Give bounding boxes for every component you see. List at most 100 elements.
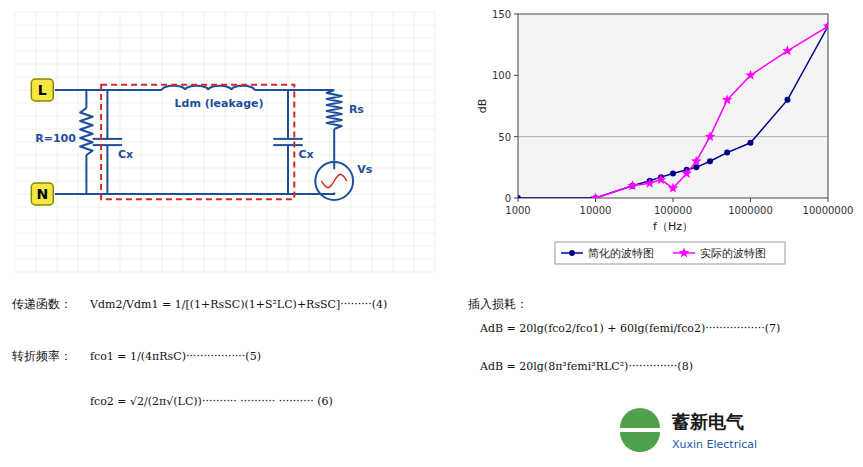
- legend-marker: [679, 248, 689, 258]
- circuit-label: Vs: [357, 163, 373, 176]
- legend: 简化的波特图 实际的波特图: [555, 242, 785, 264]
- x-tick-label: 100000: [654, 205, 692, 216]
- inductor-coil: [185, 86, 208, 90]
- y-tick: [514, 136, 518, 137]
- figure: LNR=100Ldm (leakage)RsCxCxVs100010000100…: [0, 0, 863, 467]
- x-tick: [518, 198, 519, 202]
- series-marker: [644, 178, 655, 188]
- circuit-wire: [333, 155, 335, 169]
- series-marker: [518, 195, 521, 198]
- legend-box: [555, 242, 785, 264]
- formulas: 传递函数： Vdm2/Vdm1 = 1/[(1+RsSC)(1+S²LC)+RsS…: [12, 297, 780, 452]
- circuit-wire: [333, 193, 335, 194]
- circuit-wire: [327, 90, 342, 129]
- formula-text: Vdm2/Vdm1 = 1/[(1+RsSC)(1+S²LC)+RsSC]···…: [89, 298, 387, 311]
- x-tick-label: 10000: [580, 205, 612, 216]
- series-marker: [784, 97, 790, 103]
- y-tick-label: 100: [492, 70, 511, 81]
- legend-marker: [569, 250, 575, 256]
- y-tick: [514, 14, 518, 15]
- y-axis-label: dB: [476, 99, 489, 114]
- series-marker: [681, 168, 692, 178]
- reference-line: [518, 136, 828, 137]
- series-marker: [670, 170, 676, 176]
- series-marker: [724, 150, 730, 156]
- terminal-label: L: [38, 82, 47, 98]
- series-marker: [745, 70, 755, 80]
- circuit: L N R=100 Ldm (leakage) Rs Cx Cx Vs: [15, 12, 435, 272]
- x-tick-label: 1000000: [728, 205, 773, 216]
- y-tick-label: 50: [498, 132, 511, 143]
- y-tick: [514, 75, 518, 76]
- series-marker: [705, 131, 716, 141]
- logo-leaf: [620, 408, 660, 428]
- series-marker: [707, 158, 713, 164]
- circuit-wire: [80, 108, 93, 155]
- circuit-label: Cx: [118, 148, 133, 161]
- series-marker: [722, 94, 733, 104]
- inductor-coil: [208, 86, 231, 90]
- series-marker: [823, 21, 828, 31]
- formula-text: fco1 = 1/(4πRsC)·················(5): [90, 350, 261, 363]
- inductor-coil: [231, 86, 254, 90]
- series-marker: [590, 193, 600, 199]
- circuit-label: Rs: [349, 103, 364, 116]
- plot: 1000 10000 100000 1000000 10000000 0 50 100 150 f…: [476, 9, 853, 264]
- x-tick: [750, 198, 751, 202]
- circuit-grid: [15, 25, 435, 26]
- series-marker: [627, 180, 638, 190]
- terminal-box: [31, 183, 53, 205]
- circuit-grid: [414, 12, 415, 272]
- formula-text: 插入损耗：: [468, 297, 528, 311]
- formula-text: AdB = 20lg(fco2/fco1) + 60lg(femi/fco2)·…: [479, 322, 780, 335]
- formula-text: fco2 = √2/(2π√(LC))·········· ··········…: [90, 395, 333, 408]
- circuit-grid: [15, 38, 435, 39]
- circuit-wire: [333, 129, 335, 155]
- circuit-wire: [287, 145, 289, 194]
- series-marker: [691, 156, 702, 166]
- logo-leaf: [620, 432, 660, 452]
- circuit-grid: [15, 51, 435, 52]
- circuit-wire: [93, 138, 122, 140]
- series-marker: [693, 164, 699, 170]
- series-marker: [782, 45, 793, 55]
- circuit-wire: [287, 90, 289, 139]
- series-marker: [668, 183, 678, 193]
- terminal-box: [31, 79, 53, 101]
- x-tick-label: 1000: [505, 205, 530, 216]
- terminal-label: N: [36, 186, 48, 202]
- filter-box: [101, 85, 294, 199]
- formula-text: 传递函数：: [12, 297, 72, 311]
- circuit-wire: [85, 90, 87, 108]
- circuit-wire: [273, 138, 302, 140]
- circuit-wire: [106, 145, 108, 194]
- x-tick: [673, 198, 674, 202]
- series-marker: [656, 174, 666, 184]
- x-tick-label: 10000000: [803, 205, 854, 216]
- legend-label: 简化的波特图: [588, 247, 654, 260]
- y-tick-label: 150: [492, 9, 511, 20]
- plot-area: [518, 14, 828, 198]
- circuit-label: R=100: [35, 132, 76, 145]
- formula-text: 蓄新电气: [671, 411, 744, 432]
- formula-text: 转折频率：: [12, 349, 72, 363]
- circuit-label: Cx: [299, 148, 314, 161]
- y-tick-label: 0: [505, 193, 511, 204]
- circuit-wire: [254, 89, 334, 91]
- circuit-grid: [15, 12, 435, 13]
- x-tick: [828, 198, 829, 202]
- circuit-wire: [322, 175, 347, 188]
- inductor-coil: [162, 86, 185, 90]
- formula-text: AdB = 20lg(8π³femi³RLC²)··············(8…: [479, 360, 693, 373]
- circuit-grid: [393, 12, 394, 272]
- circuit-wire: [85, 155, 87, 194]
- series-line: [518, 26, 828, 198]
- data: [518, 21, 828, 198]
- circuit-wire: [106, 90, 108, 139]
- circuit-label: Ldm (leakage): [175, 97, 264, 110]
- circuit-wire: [55, 193, 334, 194]
- legend-label: 实际的波特图: [700, 247, 766, 260]
- series-line: [596, 26, 829, 198]
- circuit-wire: [55, 89, 162, 91]
- x-axis-label: f（Hz）: [653, 220, 693, 233]
